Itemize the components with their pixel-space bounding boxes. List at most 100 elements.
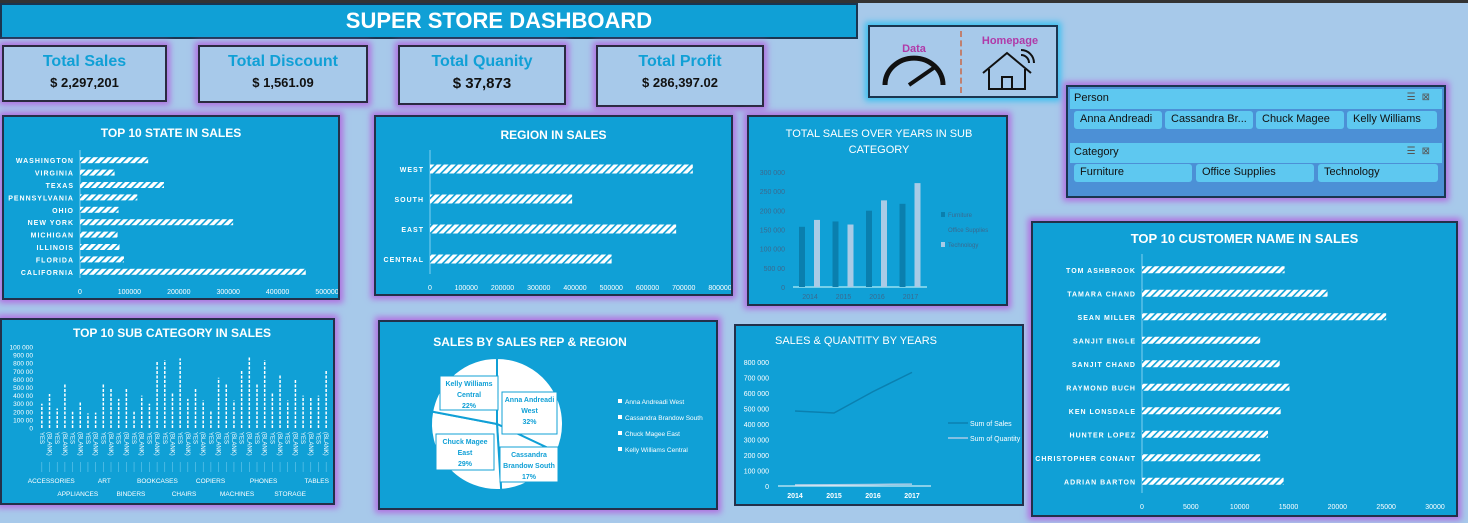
flag-label: (BLANK) bbox=[322, 432, 328, 456]
bar-technology bbox=[881, 200, 887, 287]
legend-swatch bbox=[618, 431, 622, 435]
bar bbox=[80, 169, 115, 176]
sheet-grid-strip bbox=[0, 0, 1468, 3]
category-label: 2014 bbox=[787, 493, 803, 500]
divider bbox=[960, 31, 962, 93]
homepage-button[interactable]: Homepage bbox=[966, 31, 1054, 93]
bar bbox=[80, 231, 118, 238]
flag-label: YES bbox=[314, 432, 320, 444]
category-label: CHRISTOPHER CONANT bbox=[1035, 456, 1136, 463]
tick-label: 400000 bbox=[563, 285, 586, 292]
kpi-total-sales: Total Sales $ 2,297,201 bbox=[2, 45, 167, 102]
tick-label: 200 00 bbox=[13, 409, 33, 416]
chart-svg: SALES & QUANTITY BY YEARS 0 100 000 200 000… bbox=[744, 335, 1021, 500]
tick-label: 800000 bbox=[708, 285, 731, 292]
category-label: KEN LONSDALE bbox=[1069, 409, 1136, 416]
chart-title-line2: CATEGORY bbox=[849, 144, 910, 156]
legend-swatch bbox=[941, 212, 945, 217]
flag-label: (BLANK) bbox=[245, 432, 251, 456]
chart-top-states: TOP 10 STATE IN SALES WASHINGTON VIRGINIA T… bbox=[2, 115, 340, 300]
person-chip[interactable]: Chuck Magee bbox=[1256, 111, 1344, 129]
bar-technology bbox=[847, 224, 854, 287]
flag-label: (BLANK) bbox=[138, 432, 144, 456]
category-chip[interactable]: Technology bbox=[1318, 164, 1438, 182]
bar bbox=[430, 224, 677, 234]
tick-label: 25000 bbox=[1376, 504, 1396, 511]
category-label: MICHIGAN bbox=[31, 233, 74, 240]
kpi-label: Total Sales bbox=[42, 53, 127, 70]
category-label: SOUTH bbox=[395, 197, 425, 204]
bar bbox=[1142, 454, 1261, 462]
tick-label: 500 00 bbox=[13, 385, 33, 392]
data-label: East bbox=[458, 450, 473, 457]
flag-label: YES bbox=[207, 432, 213, 444]
tick-label: 20000 bbox=[1328, 504, 1348, 511]
person-chip[interactable]: Cassandra Br... bbox=[1165, 111, 1253, 129]
multi-select-icon[interactable]: ☰ bbox=[1406, 146, 1422, 157]
kpi-total-quantity: Total Quanity $ 37,873 bbox=[398, 45, 566, 105]
category-label: VIRGINIA bbox=[35, 171, 74, 178]
group-label: BOOKCASES bbox=[137, 478, 178, 485]
tick-label: 500 00 bbox=[764, 266, 786, 273]
multi-select-icon[interactable]: ☰ bbox=[1406, 92, 1422, 103]
flag-label: (BLANK) bbox=[199, 432, 205, 456]
clear-filter-icon[interactable]: ⊠ bbox=[1421, 92, 1436, 103]
category-label: ADRIAN BARTON bbox=[1064, 479, 1136, 486]
flag-label: YES bbox=[299, 432, 305, 444]
flag-label: YES bbox=[130, 432, 136, 444]
chart-sales-rep-region: SALES BY SALES REP & REGION Anna Andreadi… bbox=[378, 320, 718, 510]
flag-label: YES bbox=[268, 432, 274, 444]
chart-sales-quantity-years: SALES & QUANTITY BY YEARS 0 100 000 200 000… bbox=[734, 324, 1024, 506]
category-label: 2016 bbox=[869, 294, 885, 301]
tick-label: 800 000 bbox=[744, 360, 769, 367]
legend-label: Kelly Williams Central bbox=[625, 447, 688, 454]
tick-label: 100000 bbox=[118, 289, 141, 296]
data-button[interactable]: Data bbox=[874, 31, 954, 93]
tick-label: 300000 bbox=[527, 285, 550, 292]
tick-label: 30000 bbox=[1425, 504, 1445, 511]
flag-label: (BLANK) bbox=[76, 432, 82, 456]
category-label: FLORIDA bbox=[36, 257, 74, 264]
kpi-label: Total Discount bbox=[228, 53, 338, 70]
legend-swatch bbox=[618, 415, 622, 419]
tick-label: 700 00 bbox=[13, 369, 33, 376]
tick-label: 200000 bbox=[167, 289, 190, 296]
clear-filter-icon[interactable]: ⊠ bbox=[1421, 146, 1436, 157]
person-chip[interactable]: Anna Andreadi bbox=[1074, 111, 1162, 129]
tick-label: 500000 bbox=[315, 289, 338, 296]
person-slicer-header: Person ☰⊠ bbox=[1070, 89, 1442, 109]
tick-label: 700000 bbox=[672, 285, 695, 292]
tick-label: 0 bbox=[78, 289, 82, 296]
chart-svg: REGION IN SALES WEST SOUTH EAST CENTRAL 0 1000… bbox=[384, 128, 731, 292]
bar bbox=[1142, 477, 1284, 485]
flag-label: YES bbox=[38, 432, 44, 444]
chart-svg: TOP 10 STATE IN SALES WASHINGTON VIRGINIA T… bbox=[8, 126, 338, 296]
bar-technology bbox=[814, 219, 820, 287]
flag-label: YES bbox=[176, 432, 182, 444]
category-label: 2016 bbox=[865, 493, 881, 500]
data-label: Brandow South bbox=[503, 463, 555, 470]
category-label: TOM ASHBROOK bbox=[1066, 268, 1136, 275]
flag-label: YES bbox=[53, 432, 59, 444]
category-chip[interactable]: Office Supplies bbox=[1196, 164, 1314, 182]
bar bbox=[80, 256, 124, 263]
data-label: Data bbox=[902, 43, 926, 55]
bar bbox=[80, 157, 149, 164]
person-chip[interactable]: Kelly Williams bbox=[1347, 111, 1437, 129]
group-label: STORAGE bbox=[274, 491, 306, 498]
flag-label: (BLANK) bbox=[122, 432, 128, 456]
tick-label: 400000 bbox=[266, 289, 289, 296]
category-label: NEW YORK bbox=[28, 220, 74, 227]
bar bbox=[1142, 313, 1387, 321]
chart-title: REGION IN SALES bbox=[500, 128, 606, 142]
category-slicer-title: Category bbox=[1074, 146, 1119, 158]
flag-label: YES bbox=[284, 432, 290, 444]
category-chip[interactable]: Furniture bbox=[1074, 164, 1192, 182]
flag-label: (BLANK) bbox=[61, 432, 67, 456]
tick-label: 200 000 bbox=[760, 208, 785, 215]
dashboard-title: SUPER STORE DASHBOARD bbox=[0, 3, 858, 39]
navigation-box: Data Homepage bbox=[868, 25, 1058, 98]
group-label: APPLIANCES bbox=[57, 491, 98, 498]
tick-label: 0 bbox=[428, 285, 432, 292]
group-label: TABLES bbox=[305, 478, 330, 485]
